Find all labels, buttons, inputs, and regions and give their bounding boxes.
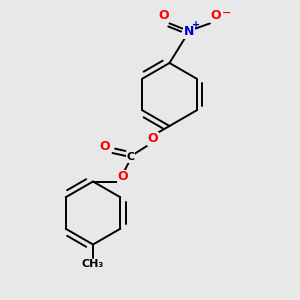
Text: N: N [184, 25, 194, 38]
Text: C: C [126, 152, 135, 163]
Text: +: + [192, 20, 201, 30]
Text: O: O [211, 9, 221, 22]
Text: −: − [222, 8, 231, 18]
Text: O: O [118, 170, 128, 184]
Text: O: O [158, 9, 169, 22]
Text: CH₃: CH₃ [82, 259, 104, 269]
Text: O: O [148, 132, 158, 145]
Text: O: O [100, 140, 110, 153]
